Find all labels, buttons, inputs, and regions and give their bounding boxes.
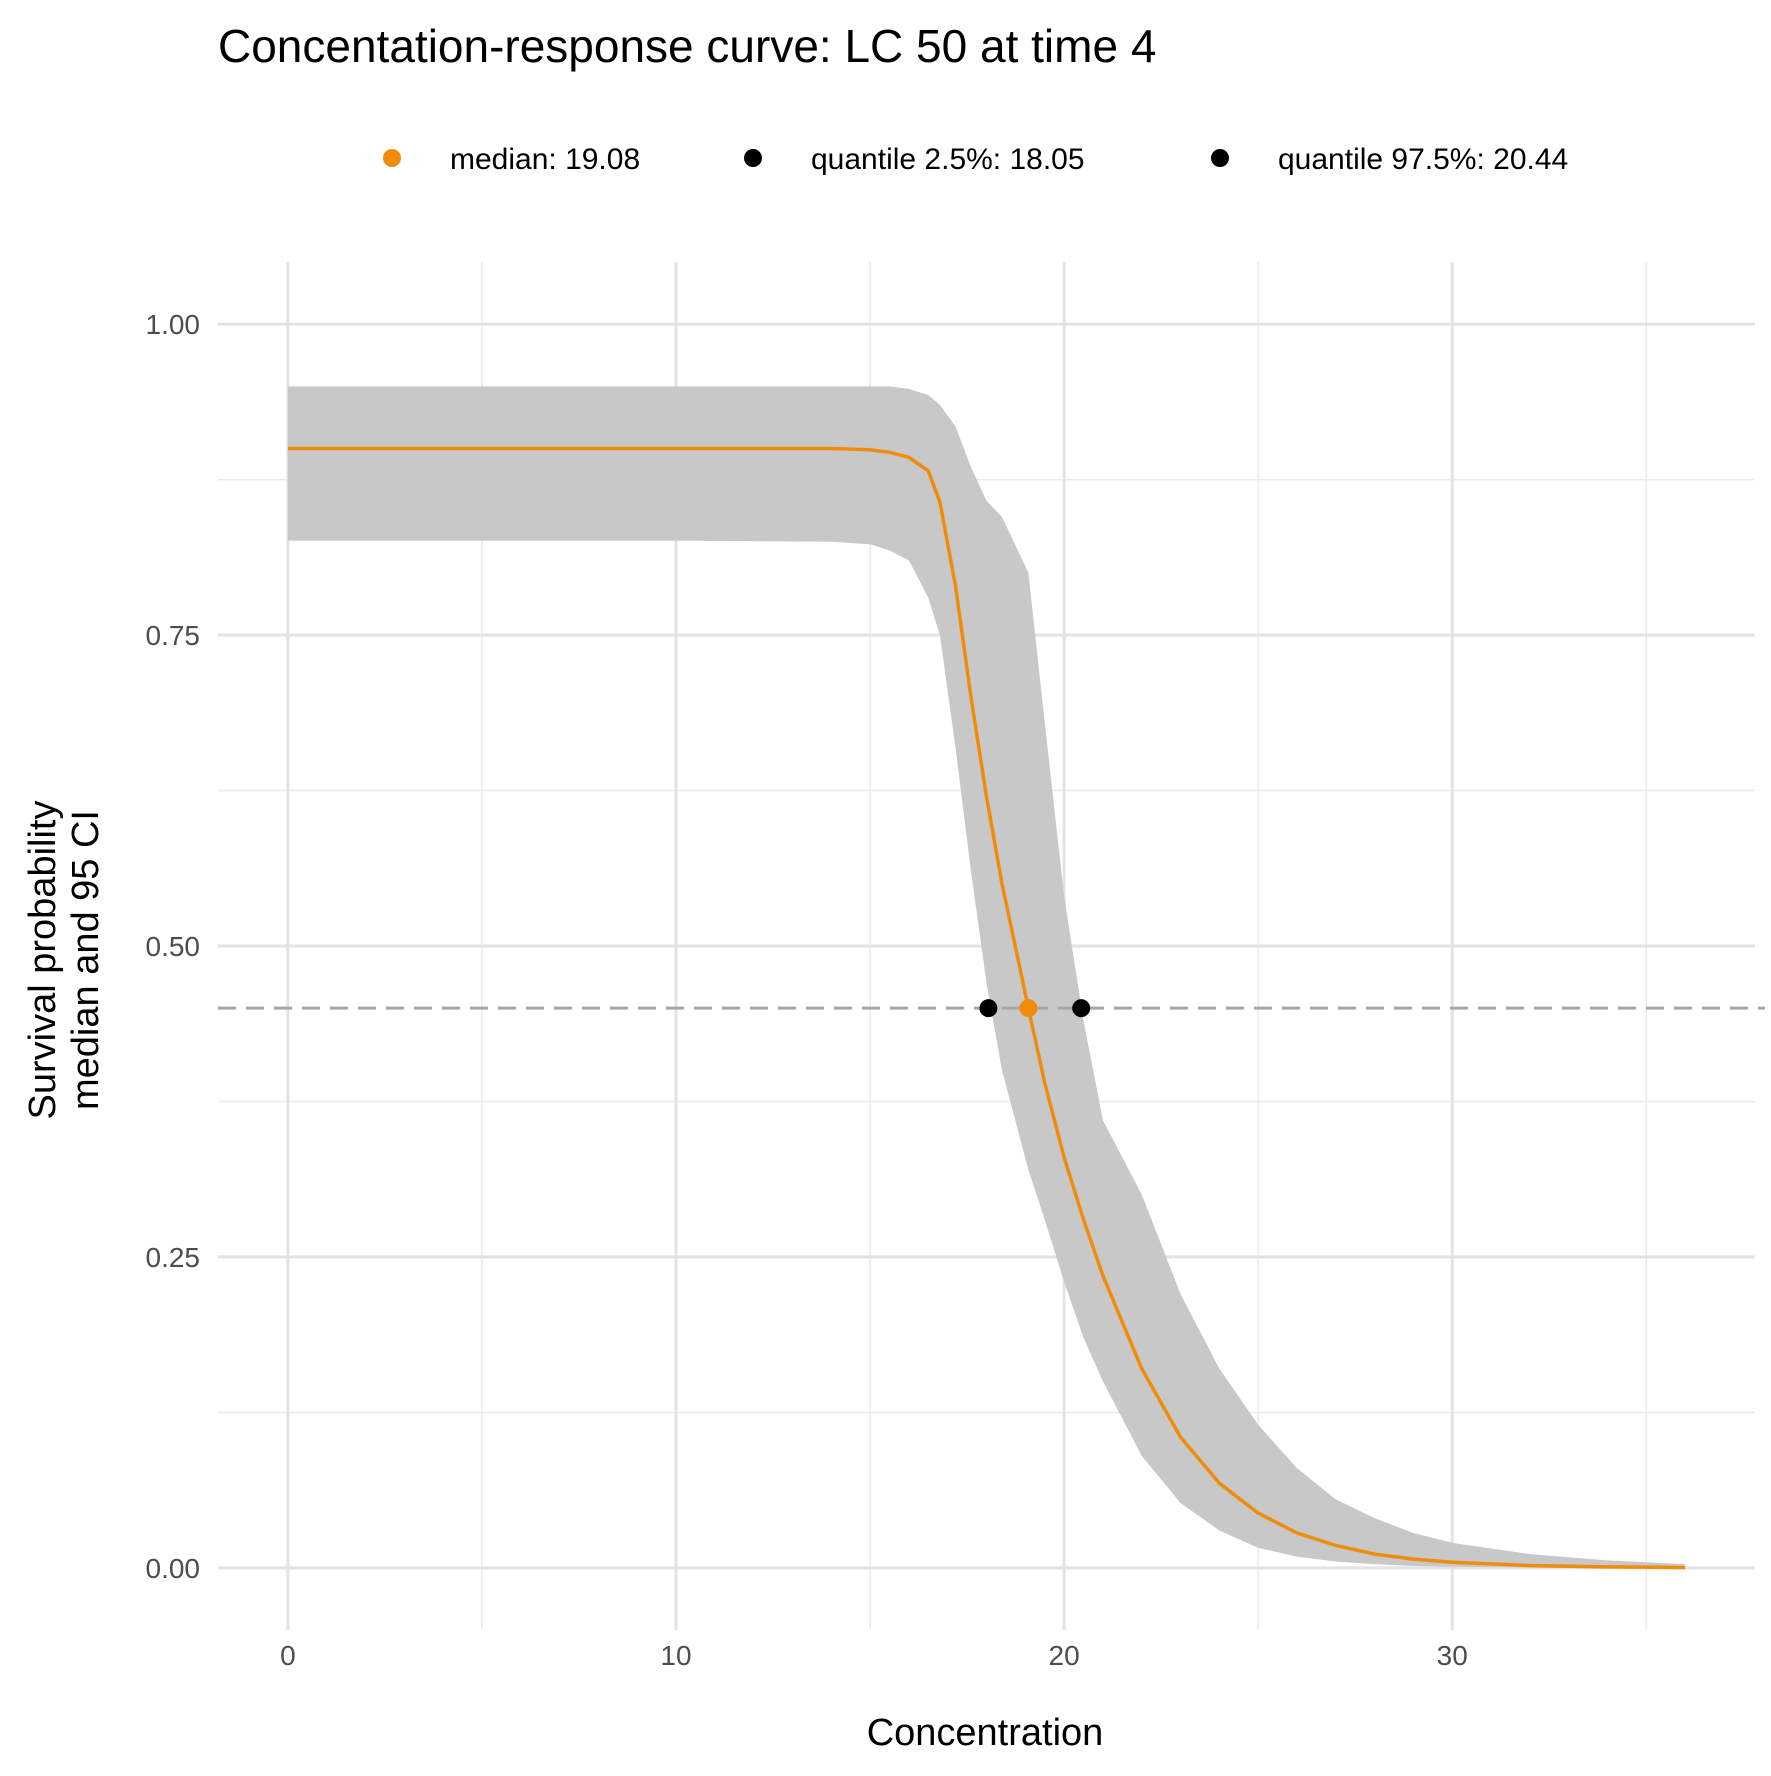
legend-key bbox=[383, 149, 401, 167]
legend: median: 19.08 quantile 2.5%: 18.05 quantil… bbox=[383, 143, 1568, 176]
legend-key bbox=[1211, 149, 1229, 167]
y-tick-label: 0.25 bbox=[146, 1242, 201, 1273]
x-tick-label: 0 bbox=[280, 1640, 296, 1671]
median-curve bbox=[287, 446, 1686, 1570]
median-curve-group bbox=[287, 446, 1686, 1570]
x-tick-label: 20 bbox=[1049, 1640, 1080, 1671]
y-axis-title-line-1: Survival probability bbox=[22, 801, 64, 1120]
ci-band-group bbox=[287, 386, 1686, 1568]
tick-labels: 0 10 20 30 0.00 0.25 0.50 0.75 1.00 bbox=[146, 309, 1468, 1671]
x-tick-label: 10 bbox=[660, 1640, 691, 1671]
quantile-97-5-point bbox=[1072, 999, 1091, 1018]
y-axis-title-line-2: median and 95 CI bbox=[65, 810, 107, 1110]
median-point bbox=[1019, 999, 1038, 1018]
chart-title: Concentation-response curve: LC 50 at ti… bbox=[218, 20, 1156, 72]
x-tick-label: 30 bbox=[1437, 1640, 1468, 1671]
y-tick-label: 0.50 bbox=[146, 931, 201, 962]
grid bbox=[218, 262, 1755, 1630]
points-group bbox=[979, 999, 1091, 1018]
y-tick-label: 0.00 bbox=[146, 1553, 201, 1584]
y-tick-label: 1.00 bbox=[146, 309, 201, 340]
ci-band bbox=[287, 386, 1686, 1568]
legend-label: median: 19.08 bbox=[450, 143, 640, 176]
legend-key bbox=[744, 149, 762, 167]
legend-label: quantile 97.5%: 20.44 bbox=[1278, 143, 1568, 176]
legend-label: quantile 2.5%: 18.05 bbox=[811, 143, 1085, 176]
x-axis-title: Concentration bbox=[867, 1712, 1104, 1754]
quantile-2-5-point bbox=[979, 999, 998, 1018]
y-tick-label: 0.75 bbox=[146, 620, 201, 651]
